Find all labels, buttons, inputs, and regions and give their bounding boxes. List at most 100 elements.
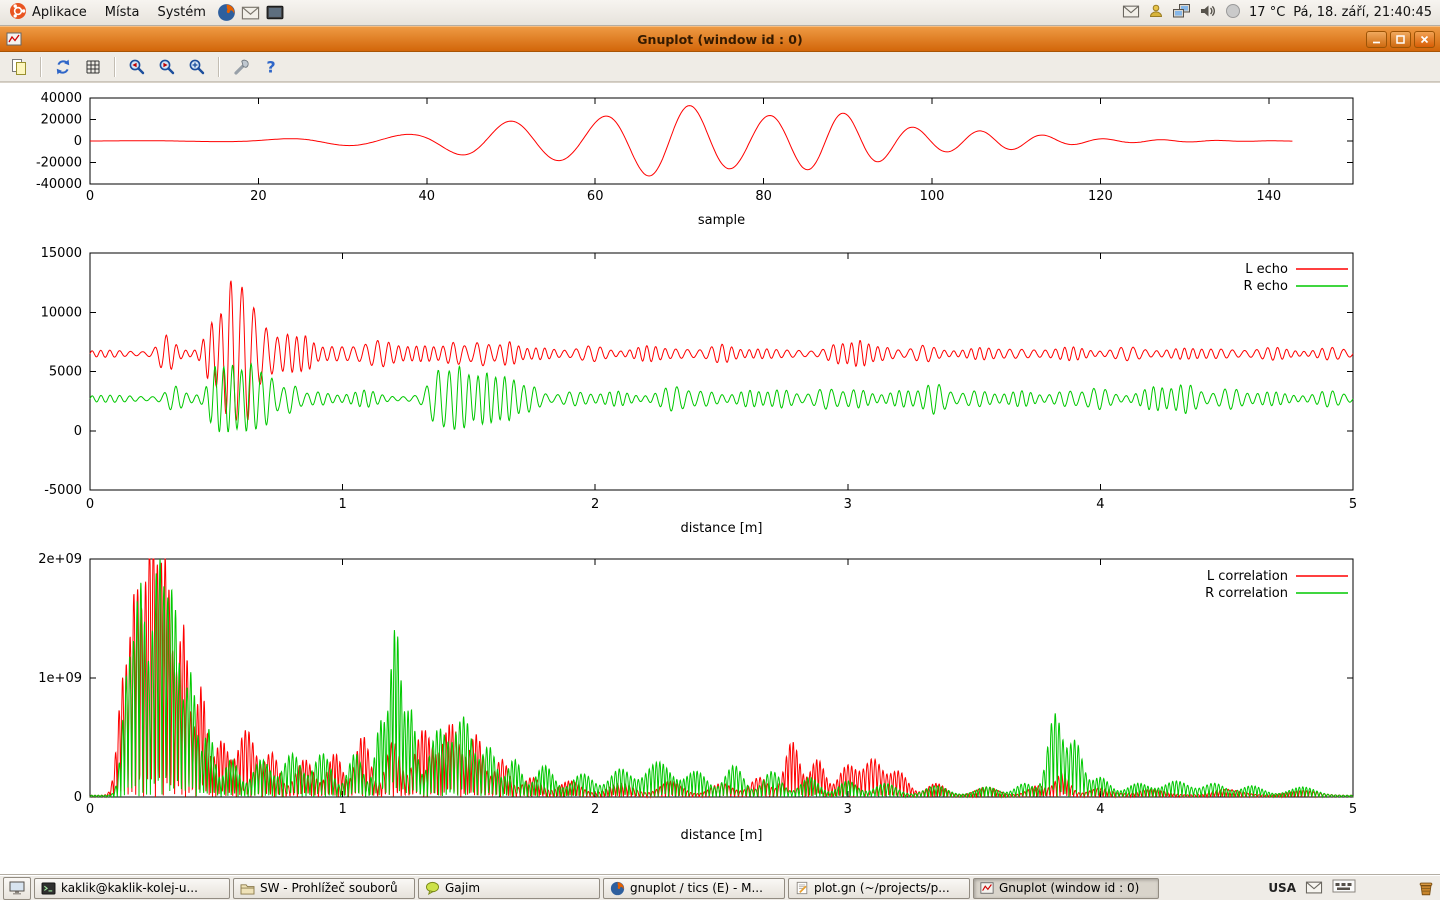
minimize-button[interactable] (1366, 30, 1387, 48)
weather-temperature[interactable]: 17 °C (1249, 5, 1286, 20)
plot-canvas-chirp: 0 20 40 60 80 100 120 140 -40000 -20000 0 20000 4000… (36, 91, 1354, 228)
svg-text:5: 5 (1349, 497, 1357, 512)
svg-text:40: 40 (419, 189, 436, 204)
close-button[interactable] (1414, 30, 1435, 48)
zoom-previous-button[interactable] (124, 54, 150, 80)
config-button[interactable] (228, 54, 254, 80)
menu-places[interactable]: Místa (96, 0, 149, 25)
svg-text:5: 5 (1349, 802, 1357, 817)
svg-text:15000: 15000 (41, 246, 82, 261)
text-editor-icon (796, 881, 808, 895)
svg-text:4: 4 (1096, 802, 1104, 817)
svg-text:-20000: -20000 (36, 156, 82, 171)
svg-text:L correlation: L correlation (1207, 569, 1288, 584)
clock[interactable]: Pá, 18. září, 21:40:45 (1293, 5, 1432, 20)
copy-icon (12, 58, 26, 75)
grid-button[interactable] (80, 54, 106, 80)
weather-icon[interactable] (1225, 3, 1241, 23)
system-tray: 17 °C Pá, 18. září, 21:40:45 (1122, 3, 1440, 23)
titlebar[interactable]: Gnuplot (window id : 0) (0, 26, 1440, 52)
zoom-previous-icon (129, 59, 145, 74)
task-button-terminal[interactable]: kaklik@kaklik-kolej-u... (34, 877, 230, 899)
zoom-next-button[interactable] (154, 54, 180, 80)
keyboard-indicator-icon[interactable] (1332, 878, 1356, 898)
svg-text:L echo: L echo (1245, 262, 1288, 277)
gnuplot-window-icon[interactable] (6, 31, 22, 47)
user-switcher-icon[interactable] (1148, 3, 1164, 23)
toolbar-separator (114, 56, 116, 77)
terminal-launcher[interactable] (263, 0, 287, 25)
svg-text:0: 0 (74, 790, 82, 805)
grid-icon (86, 60, 100, 73)
trash-applet[interactable] (1417, 879, 1435, 897)
svg-text:3: 3 (844, 802, 852, 817)
svg-text:1: 1 (338, 802, 346, 817)
minimize-icon (1373, 41, 1380, 43)
svg-text:-5000: -5000 (44, 483, 82, 498)
task-button-gajim[interactable]: Gajim (418, 877, 600, 899)
toolbar: ? (0, 52, 1440, 82)
close-icon (1420, 35, 1429, 43)
task-button-browser[interactable]: gnuplot / tics (E) - M... (603, 877, 785, 899)
zoom-next-icon (159, 59, 175, 74)
copy-button[interactable] (6, 54, 32, 80)
config-icon (234, 59, 249, 75)
menu-system[interactable]: Systém (148, 0, 214, 25)
help-icon: ? (266, 57, 275, 76)
network-icon[interactable] (1172, 3, 1191, 23)
task-label: SW - Prohlížeč souborů (260, 881, 398, 895)
mail-icon[interactable] (1305, 879, 1323, 898)
svg-text:0: 0 (86, 802, 94, 817)
svg-text:100: 100 (920, 189, 945, 204)
terminal-launcher-icon (266, 5, 284, 19)
svg-text:2: 2 (591, 802, 599, 817)
svg-text:40000: 40000 (41, 91, 82, 106)
show-desktop-button[interactable] (3, 876, 31, 900)
maximize-icon (1396, 34, 1405, 44)
svg-text:0: 0 (74, 134, 82, 149)
toolbar-separator (40, 56, 42, 77)
refresh-button[interactable] (50, 54, 76, 80)
svg-text:80: 80 (755, 189, 772, 204)
keyboard-layout-indicator[interactable]: USA (1268, 881, 1296, 895)
menu-system-label: Systém (157, 5, 206, 20)
svg-text:3: 3 (844, 497, 852, 512)
svg-text:-40000: -40000 (36, 177, 82, 192)
firefox-icon (610, 881, 625, 895)
svg-text:140: 140 (1256, 189, 1281, 204)
svg-text:20000: 20000 (41, 113, 82, 128)
svg-text:20: 20 (250, 189, 267, 204)
mail-notification-icon[interactable] (1122, 4, 1140, 22)
taskbar: kaklik@kaklik-kolej-u... SW - Prohlížeč … (0, 875, 1440, 900)
volume-icon[interactable] (1199, 3, 1217, 23)
task-label: Gnuplot (window id : 0) (999, 881, 1140, 895)
mail-launcher-icon (242, 6, 260, 20)
autoscale-button[interactable] (184, 54, 210, 80)
help-button[interactable]: ? (258, 54, 284, 80)
plot-canvas-correlation: 0 1 2 3 4 5 0 1e+09 2e+09 distance [m] L correlati… (38, 552, 1357, 843)
firefox-launcher[interactable] (215, 0, 239, 25)
autoscale-icon (189, 59, 205, 74)
top-panel: Aplikace Místa Systém (0, 0, 1440, 26)
svg-text:R correlation: R correlation (1205, 586, 1288, 601)
svg-text:1: 1 (338, 497, 346, 512)
svg-text:distance [m]: distance [m] (680, 828, 762, 843)
svg-text:2e+09: 2e+09 (38, 552, 82, 567)
svg-text:0: 0 (86, 497, 94, 512)
task-button-file-manager[interactable]: SW - Prohlížeč souborů (233, 877, 415, 899)
task-button-gnuplot[interactable]: Gnuplot (window id : 0) (973, 877, 1159, 899)
task-button-editor[interactable]: plot.gn (~/projects/p... (788, 877, 970, 899)
plot-area[interactable]: 0 20 40 60 80 100 120 140 -40000 -20000 0 20000 4000… (0, 83, 1440, 875)
svg-text:sample: sample (698, 213, 745, 228)
mail-launcher[interactable] (239, 0, 263, 25)
svg-text:1e+09: 1e+09 (38, 671, 82, 686)
svg-text:120: 120 (1088, 189, 1113, 204)
maximize-button[interactable] (1390, 30, 1411, 48)
toolbar-separator (218, 56, 220, 77)
show-desktop-icon (9, 881, 25, 895)
svg-text:0: 0 (74, 424, 82, 439)
svg-text:4: 4 (1096, 497, 1104, 512)
menu-applications[interactable]: Aplikace (0, 0, 96, 25)
terminal-icon (41, 881, 56, 895)
menu-places-label: Místa (104, 5, 140, 20)
